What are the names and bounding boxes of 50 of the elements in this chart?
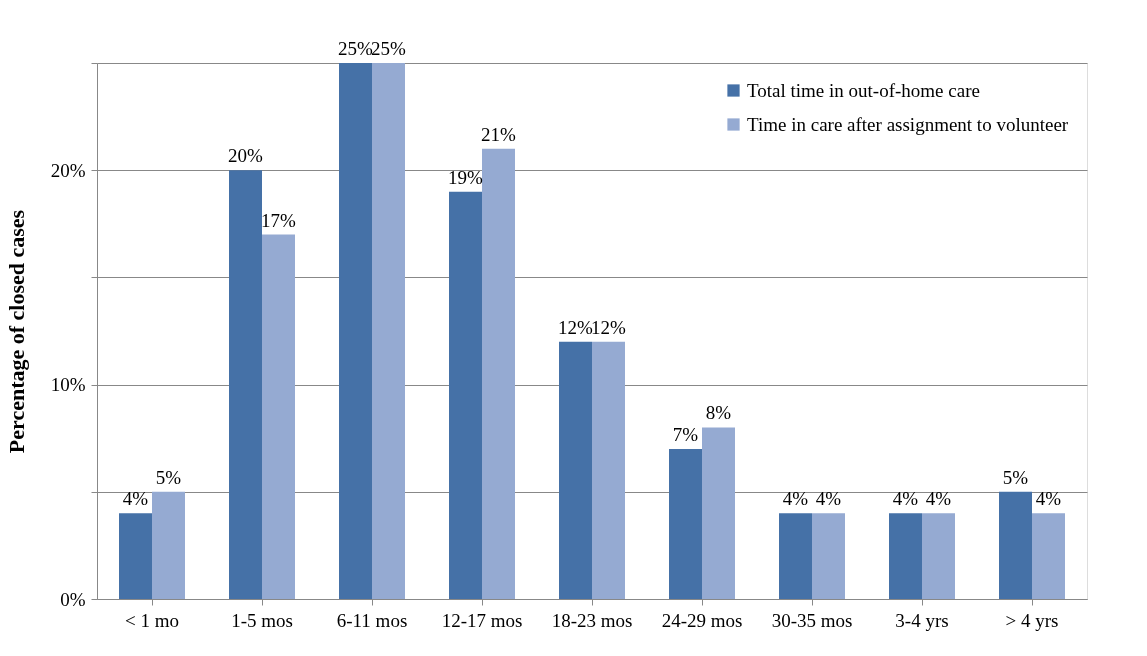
data-label: 4% bbox=[892, 488, 919, 510]
bar bbox=[559, 341, 592, 599]
data-label: 4% bbox=[122, 488, 149, 510]
x-tick-label: 18-23 mos bbox=[551, 609, 633, 631]
data-label: 4% bbox=[1035, 488, 1062, 510]
legend-label: Time in care after assignment to volunteer bbox=[747, 113, 1069, 135]
bar bbox=[702, 427, 735, 599]
legend-label: Total time in out-of-home care bbox=[747, 79, 980, 101]
y-tick-label: 10% bbox=[50, 374, 86, 396]
y-tick-label: 20% bbox=[50, 159, 86, 181]
bar bbox=[262, 234, 295, 599]
bar bbox=[999, 491, 1032, 599]
data-label: 7% bbox=[672, 423, 699, 445]
x-tick-label: 1-5 mos bbox=[231, 609, 293, 631]
data-label: 5% bbox=[155, 466, 182, 488]
x-tick-label: 12-17 mos bbox=[441, 609, 523, 631]
data-label: 12% bbox=[558, 316, 594, 338]
bar bbox=[449, 191, 482, 599]
x-tick-label: 3-4 yrs bbox=[895, 609, 949, 631]
data-label: 4% bbox=[782, 488, 809, 510]
data-label: 20% bbox=[228, 145, 264, 167]
x-tick-label: < 1 mo bbox=[125, 609, 179, 631]
data-label: 5% bbox=[1002, 466, 1029, 488]
x-tick-label: 6-11 mos bbox=[336, 609, 408, 631]
bar bbox=[339, 63, 372, 599]
y-tick-label: 0% bbox=[60, 588, 86, 610]
bar bbox=[922, 513, 955, 599]
bar bbox=[889, 513, 922, 599]
x-tick-label: 24-29 mos bbox=[661, 609, 743, 631]
bar bbox=[372, 63, 405, 599]
data-label: 4% bbox=[925, 488, 952, 510]
bar bbox=[1032, 513, 1065, 599]
data-label: 4% bbox=[815, 488, 842, 510]
bar bbox=[152, 491, 185, 599]
y-axis-title: Percentage of closed cases bbox=[3, 209, 29, 454]
data-label: 21% bbox=[481, 123, 517, 145]
bar bbox=[482, 148, 515, 599]
x-tick-label: > 4 yrs bbox=[1005, 609, 1059, 631]
data-label: 17% bbox=[261, 209, 297, 231]
bar bbox=[812, 513, 845, 599]
bar bbox=[779, 513, 812, 599]
data-label: 25% bbox=[371, 38, 407, 59]
data-label: 12% bbox=[591, 316, 627, 338]
data-label: 19% bbox=[448, 166, 484, 188]
bar bbox=[592, 341, 625, 599]
x-tick-label: 30-35 mos bbox=[771, 609, 853, 631]
data-label: 8% bbox=[705, 402, 732, 424]
bar bbox=[119, 513, 152, 599]
bar bbox=[669, 448, 702, 599]
bar bbox=[229, 170, 262, 599]
